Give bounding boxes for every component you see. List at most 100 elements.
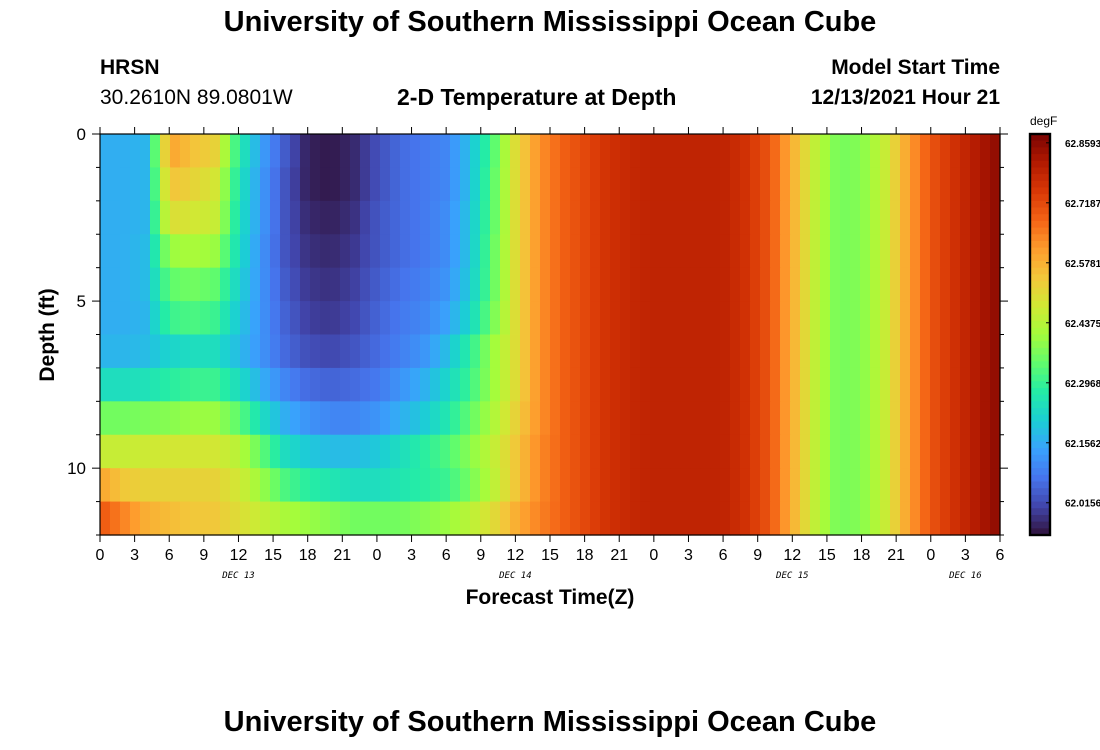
heatmap-cell <box>270 334 281 369</box>
colorbar-segment <box>1030 421 1050 429</box>
heatmap-cell <box>510 367 521 402</box>
heatmap-cell <box>530 167 541 202</box>
heatmap-cell <box>900 334 911 369</box>
heatmap-cell <box>710 267 721 302</box>
colorbar-segment <box>1030 287 1050 295</box>
heatmap-cell <box>360 501 371 536</box>
heatmap-cell <box>790 367 801 402</box>
heatmap-cell <box>390 267 401 302</box>
heatmap-cell <box>150 434 161 469</box>
heatmap-cell <box>270 367 281 402</box>
heatmap-cell <box>480 267 491 302</box>
heatmap-cell <box>960 468 971 503</box>
heatmap-cell <box>600 167 611 202</box>
heatmap-cell <box>920 434 931 469</box>
heatmap-cell <box>810 267 821 302</box>
heatmap-cell <box>620 501 631 536</box>
heatmap-cell <box>790 468 801 503</box>
heatmap-cell <box>870 367 881 402</box>
heatmap-cell <box>770 334 781 369</box>
heatmap-cell <box>820 401 831 436</box>
heatmap-cell <box>150 301 161 336</box>
heatmap-cell <box>580 434 591 469</box>
heatmap-cell <box>270 134 281 169</box>
heatmap-cell <box>530 434 541 469</box>
heatmap-cell <box>560 334 571 369</box>
heatmap-cell <box>140 367 151 402</box>
heatmap-cell <box>740 134 751 169</box>
heatmap-cell <box>620 367 631 402</box>
heatmap-cell <box>350 434 361 469</box>
heatmap-cell <box>590 434 601 469</box>
heatmap-cell <box>590 334 601 369</box>
heatmap-cell <box>290 401 301 436</box>
heatmap-cell <box>500 301 511 336</box>
heatmap-cell <box>730 501 741 536</box>
heatmap-cell <box>470 234 481 269</box>
heatmap-cell <box>720 468 731 503</box>
heatmap-cell <box>830 301 841 336</box>
heatmap-cell <box>860 468 871 503</box>
heatmap-cell <box>460 401 471 436</box>
heatmap-cell <box>270 200 281 235</box>
heatmap-cell <box>800 401 811 436</box>
heatmap-cell <box>460 234 471 269</box>
heatmap-cell <box>510 267 521 302</box>
heatmap-cell <box>790 434 801 469</box>
heatmap-cell <box>330 301 341 336</box>
heatmap-cell <box>670 501 681 536</box>
heatmap-cell <box>370 200 381 235</box>
heatmap-cell <box>310 501 321 536</box>
heatmap-cell <box>610 167 621 202</box>
heatmap-cell <box>780 267 791 302</box>
y-axis-label: Depth (ft) <box>36 288 59 381</box>
colorbar-segment <box>1030 414 1050 422</box>
heatmap-cell <box>850 134 861 169</box>
heatmap-cell <box>300 301 311 336</box>
y-tick-label: 10 <box>67 459 86 478</box>
heatmap-cell <box>440 501 451 536</box>
heatmap-cell <box>600 501 611 536</box>
heatmap-cell <box>330 334 341 369</box>
heatmap-cell <box>630 200 641 235</box>
heatmap-cell <box>930 367 941 402</box>
heatmap-cell <box>360 234 371 269</box>
heatmap-cell <box>410 267 421 302</box>
heatmap-cell <box>350 301 361 336</box>
heatmap-cell <box>940 234 951 269</box>
heatmap-cell <box>410 234 421 269</box>
colorbar-segment <box>1030 187 1050 195</box>
x-tick-label: 15 <box>818 547 836 564</box>
heatmap-cell <box>290 134 301 169</box>
heatmap-cell <box>570 401 581 436</box>
heatmap-cell <box>220 167 231 202</box>
heatmap-cell <box>790 334 801 369</box>
colorbar-segment <box>1030 240 1050 249</box>
heatmap-cell <box>280 334 291 369</box>
heatmap-cell <box>650 401 661 436</box>
heatmap-cell <box>780 334 791 369</box>
heatmap-cell <box>840 468 851 503</box>
heatmap-cell <box>280 134 291 169</box>
heatmap-cell <box>190 334 201 369</box>
heatmap-cell <box>800 334 811 369</box>
heatmap-cell <box>560 134 571 169</box>
heatmap-cell <box>450 134 461 169</box>
heatmap-cell <box>220 367 231 402</box>
heatmap-cell <box>660 468 671 503</box>
heatmap-cell <box>720 334 731 369</box>
heatmap-cell <box>860 434 871 469</box>
heatmap-cell <box>930 134 941 169</box>
heatmap-cell <box>380 501 391 536</box>
heatmap-cell <box>900 134 911 169</box>
heatmap-cell <box>520 200 531 235</box>
heatmap-cell <box>820 234 831 269</box>
station-coordinates: 30.2610N 89.0801W <box>100 86 293 109</box>
heatmap-cell <box>330 434 341 469</box>
heatmap-cell <box>470 267 481 302</box>
heatmap-cell <box>980 401 991 436</box>
heatmap-cell <box>140 334 151 369</box>
heatmap-cell <box>730 468 741 503</box>
heatmap-cell <box>280 301 291 336</box>
